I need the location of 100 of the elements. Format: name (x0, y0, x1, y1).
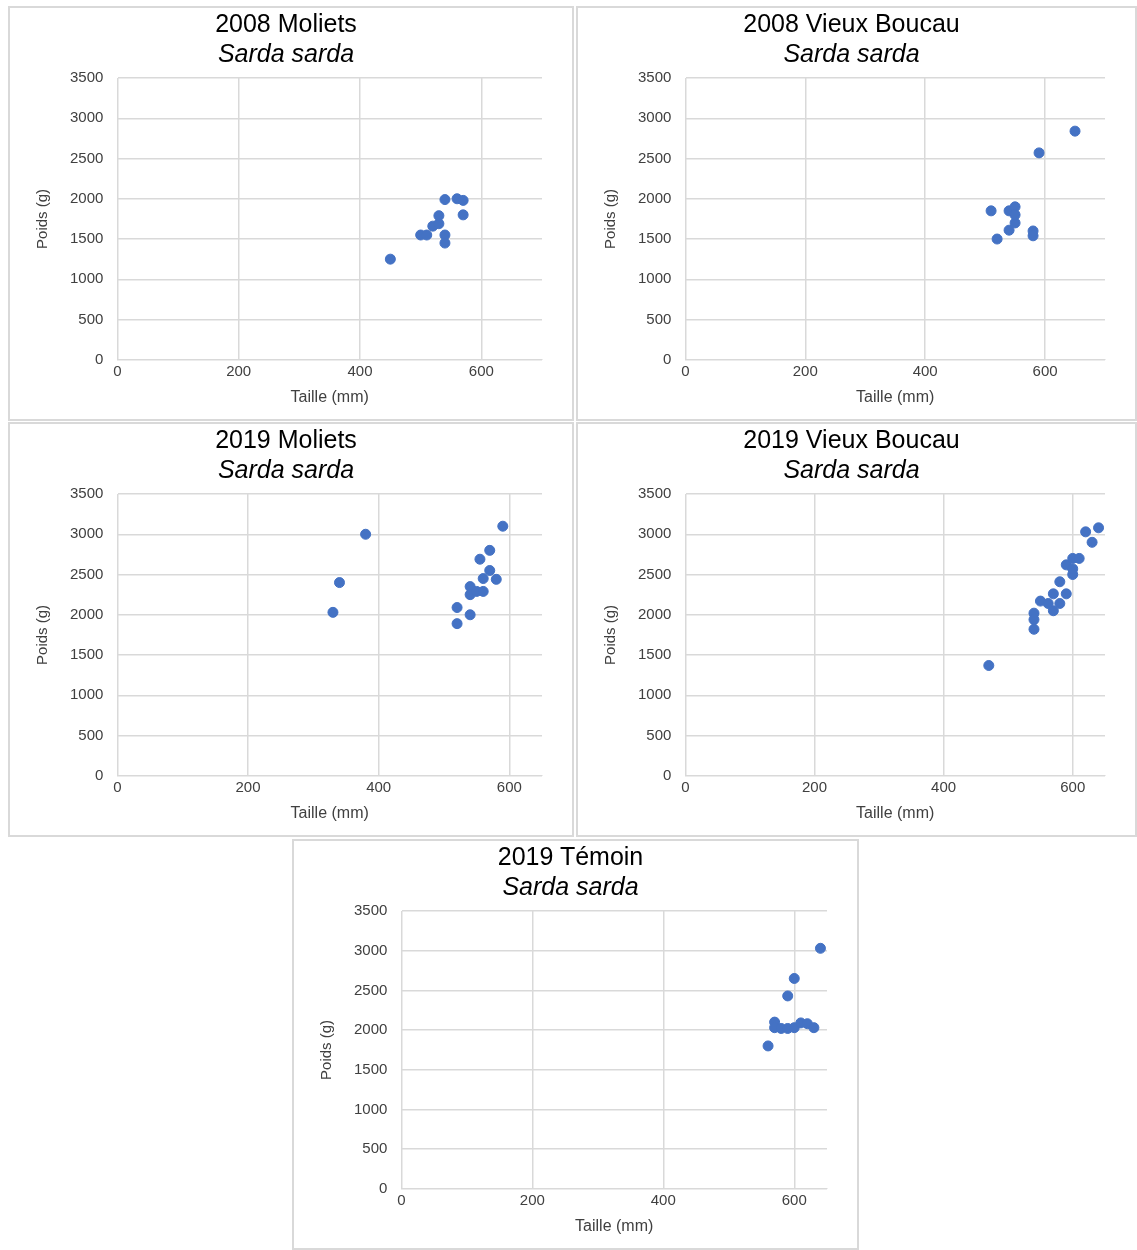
point (991, 233, 1003, 245)
x-tick-label: 200 (801, 777, 827, 795)
y-tick-label: 3000 (69, 524, 104, 542)
point (782, 990, 794, 1002)
point (1086, 536, 1098, 548)
point (1047, 588, 1059, 600)
x-axis-title: Taille (mm) (856, 803, 935, 821)
y-tick-label: 500 (78, 309, 104, 327)
point (808, 1022, 820, 1034)
point (497, 520, 509, 532)
chart-subtitle: Sarda sarda (502, 871, 639, 900)
y-tick-label: 0 (379, 1178, 388, 1196)
x-tick-label: 600 (468, 361, 494, 379)
chart-subtitle: Sarda sarda (217, 454, 355, 483)
x-tick-label: 0 (397, 1190, 406, 1208)
y-tick-label: 3500 (637, 68, 672, 86)
point (1080, 526, 1092, 538)
chart-title: 2019 Moliets (215, 424, 357, 453)
y-tick-label: 2000 (637, 604, 672, 622)
y-tick-label: 1000 (637, 269, 672, 287)
point (1054, 598, 1066, 609)
y-tick-label: 1000 (353, 1099, 388, 1117)
chart-title: 2019 Témoin (497, 841, 644, 870)
y-tick-label: 0 (95, 349, 104, 367)
point (333, 577, 345, 589)
y-tick-label: 1500 (637, 645, 672, 663)
point (384, 253, 396, 265)
y-tick-label: 500 (646, 725, 672, 743)
x-axis-title: Taille (mm) (575, 1216, 654, 1234)
point (451, 618, 463, 630)
point (1060, 588, 1072, 600)
x-axis-title: Taille (mm) (290, 387, 369, 405)
point (457, 209, 469, 221)
point (985, 205, 997, 217)
y-axis-title: Poids (g) (601, 188, 619, 249)
y-tick-label: 3500 (69, 484, 104, 502)
y-tick-label: 3500 (69, 68, 104, 86)
point (451, 602, 463, 614)
point (1054, 576, 1066, 588)
point (814, 942, 826, 954)
chart-title: 2008 Vieux Boucau (743, 8, 960, 37)
y-tick-label: 2500 (637, 148, 672, 166)
point (439, 194, 451, 206)
y-tick-label: 2500 (353, 980, 388, 998)
point (474, 553, 486, 565)
y-tick-label: 3000 (637, 524, 672, 542)
point (983, 660, 995, 671)
x-tick-label: 400 (931, 777, 957, 795)
y-tick-label: 2000 (637, 188, 672, 206)
point (484, 564, 496, 576)
y-tick-label: 2500 (69, 148, 104, 166)
point (477, 573, 489, 585)
y-tick-label: 2000 (69, 188, 104, 206)
y-tick-label: 2500 (69, 564, 104, 582)
y-tick-label: 1500 (69, 645, 104, 663)
x-tick-label: 600 (496, 777, 522, 795)
x-tick-label: 600 (781, 1190, 807, 1208)
point (762, 1040, 774, 1052)
x-tick-label: 200 (792, 361, 818, 379)
x-tick-label: 0 (681, 777, 690, 795)
point (1093, 522, 1105, 534)
y-tick-label: 2000 (353, 1020, 388, 1038)
y-tick-label: 2000 (69, 604, 104, 622)
y-axis-title: Poids (g) (33, 604, 51, 665)
y-axis-title: Poids (g) (33, 188, 51, 249)
point (1028, 623, 1040, 635)
x-axis-title: Taille (mm) (856, 387, 935, 405)
y-axis-title: Poids (g) (317, 1019, 335, 1080)
y-tick-label: 500 (362, 1139, 388, 1157)
point (327, 606, 339, 618)
y-axis-title: Poids (g) (601, 604, 619, 665)
x-tick-label: 600 (1060, 777, 1086, 795)
x-tick-label: 200 (226, 361, 252, 379)
y-tick-label: 3000 (69, 108, 104, 126)
x-tick-label: 600 (1032, 361, 1058, 379)
y-tick-label: 0 (663, 349, 672, 367)
x-axis-title: Taille (mm) (290, 803, 369, 821)
point (788, 972, 800, 984)
x-tick-label: 200 (519, 1190, 545, 1208)
y-tick-label: 1000 (69, 685, 104, 703)
y-tick-label: 3000 (353, 940, 388, 958)
y-tick-label: 2500 (637, 564, 672, 582)
chart-title: 2019 Vieux Boucau (743, 424, 960, 453)
y-tick-label: 1500 (69, 229, 104, 247)
y-tick-label: 3500 (353, 901, 388, 919)
y-tick-label: 3000 (637, 108, 672, 126)
y-tick-label: 500 (78, 725, 104, 743)
x-tick-label: 400 (347, 361, 373, 379)
y-tick-label: 1000 (637, 685, 672, 703)
point (360, 528, 372, 540)
y-tick-label: 1500 (353, 1059, 388, 1077)
chart-title: 2008 Moliets (215, 8, 357, 37)
x-tick-label: 400 (366, 777, 392, 795)
x-tick-label: 0 (113, 361, 122, 379)
point (484, 544, 496, 556)
y-tick-label: 1000 (69, 269, 104, 287)
point (1003, 224, 1015, 236)
point (490, 573, 502, 585)
y-tick-label: 0 (663, 765, 672, 783)
y-tick-label: 3500 (637, 484, 672, 502)
